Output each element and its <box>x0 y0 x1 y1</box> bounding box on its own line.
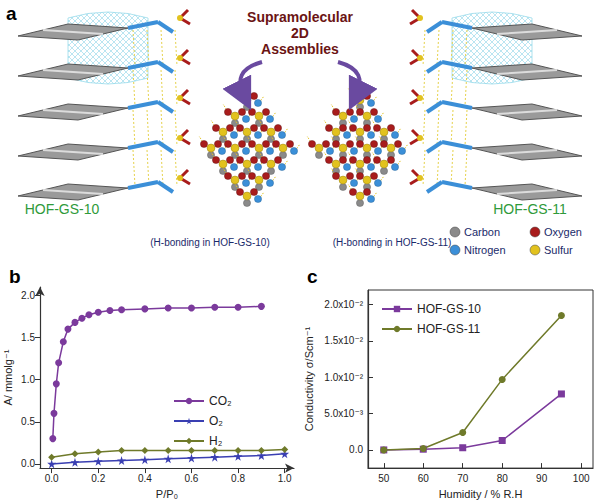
svg-text:0.0: 0.0 <box>45 473 59 484</box>
svg-text:Carbon: Carbon <box>464 226 500 238</box>
svg-text:0.5: 0.5 <box>21 416 35 427</box>
svg-text:0.6: 0.6 <box>185 473 199 484</box>
svg-text:0.4: 0.4 <box>138 473 152 484</box>
svg-text:1.0: 1.0 <box>278 473 292 484</box>
svg-text:HOF-GS-10: HOF-GS-10 <box>25 201 100 217</box>
svg-text:H₂: H₂ <box>209 434 223 448</box>
svg-text:A/ mmolg⁻¹: A/ mmolg⁻¹ <box>2 349 14 405</box>
svg-text:1.0: 1.0 <box>21 374 35 385</box>
svg-text:70: 70 <box>457 473 469 484</box>
svg-text:O₂: O₂ <box>209 414 223 428</box>
svg-text:CO₂: CO₂ <box>209 394 232 408</box>
svg-text:5.0x10⁻³: 5.0x10⁻³ <box>324 408 363 419</box>
svg-text:Assemblies: Assemblies <box>261 41 339 57</box>
svg-text:2.0: 2.0 <box>21 290 35 301</box>
svg-text:b: b <box>9 266 21 287</box>
svg-text:100: 100 <box>573 473 590 484</box>
svg-text:c: c <box>307 266 318 287</box>
svg-text:(H-bonding in HOF-GS-11): (H-bonding in HOF-GS-11) <box>333 237 452 248</box>
svg-text:2.0x10⁻²: 2.0x10⁻² <box>324 299 363 310</box>
svg-text:Humidity / % R.H: Humidity / % R.H <box>439 488 523 500</box>
svg-text:Conductivity σ/Scm⁻¹: Conductivity σ/Scm⁻¹ <box>303 327 315 432</box>
svg-text:1.0x10⁻²: 1.0x10⁻² <box>324 372 363 383</box>
svg-text:P/P₀: P/P₀ <box>156 488 178 500</box>
svg-text:1.5: 1.5 <box>21 332 35 343</box>
svg-text:HOF-GS-11: HOF-GS-11 <box>417 322 480 336</box>
svg-text:Nitrogen: Nitrogen <box>464 244 506 256</box>
svg-text:a: a <box>6 3 17 24</box>
svg-text:(H-bonding in HOF-GS-10): (H-bonding in HOF-GS-10) <box>150 237 269 248</box>
svg-text:0.2: 0.2 <box>91 473 105 484</box>
svg-text:HOF-GS-10: HOF-GS-10 <box>417 302 481 316</box>
svg-text:Sulfur: Sulfur <box>544 244 573 256</box>
svg-text:90: 90 <box>536 473 548 484</box>
svg-text:80: 80 <box>497 473 509 484</box>
svg-text:0.0: 0.0 <box>21 458 35 469</box>
svg-text:Supramolecular: Supramolecular <box>247 9 353 25</box>
svg-text:50: 50 <box>378 473 390 484</box>
svg-text:2D: 2D <box>291 25 309 41</box>
svg-text:60: 60 <box>418 473 430 484</box>
svg-text:0.0: 0.0 <box>349 444 363 455</box>
svg-text:0.8: 0.8 <box>231 473 245 484</box>
svg-text:1.5x10⁻²: 1.5x10⁻² <box>324 335 363 346</box>
svg-text:Oxygen: Oxygen <box>544 226 582 238</box>
svg-text:HOF-GS-11: HOF-GS-11 <box>493 201 567 217</box>
